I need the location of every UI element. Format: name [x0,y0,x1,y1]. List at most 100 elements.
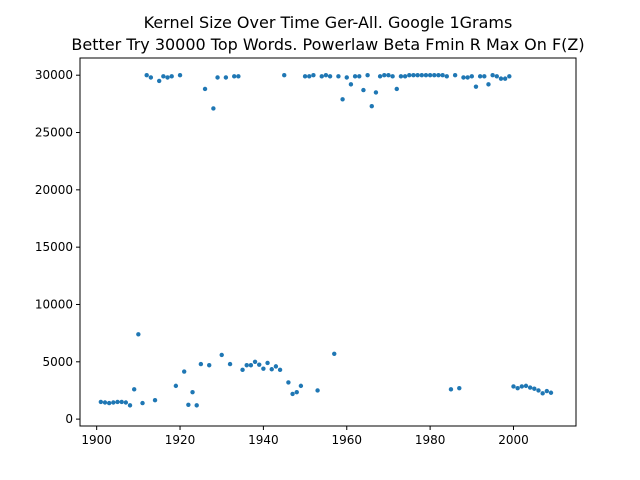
data-point [227,361,233,367]
data-point [373,90,379,95]
data-point [215,75,220,80]
x-tick-label: 1900 [81,433,112,447]
data-point [211,106,216,111]
data-point [490,72,495,78]
data-point [386,72,391,78]
data-point [398,74,404,79]
data-point [361,87,366,93]
data-point [290,391,295,397]
data-point [457,385,462,391]
data-point [136,332,141,337]
data-points [98,72,554,408]
data-point [465,75,470,80]
data-point [302,74,308,79]
data-point [448,387,454,392]
data-point [182,369,187,374]
data-point [344,75,349,80]
data-point [407,72,412,78]
data-point [156,78,162,84]
data-point [202,86,208,92]
data-point [152,398,158,403]
data-point [357,74,362,79]
data-point [190,389,195,395]
data-point [423,72,429,78]
data-point [173,383,179,389]
y-tick-label: 25000 [35,126,73,140]
data-point [140,400,145,406]
data-point [444,74,449,79]
data-point [111,400,116,405]
data-point [236,74,241,79]
data-point [244,363,249,368]
data-point [507,74,512,79]
data-point [315,388,320,393]
data-point [119,399,124,405]
data-point [327,74,333,79]
data-point [98,399,104,405]
data-point [273,364,279,369]
data-point [332,351,337,356]
data-point [519,384,525,389]
y-tick-label: 0 [65,412,73,426]
data-point [436,72,441,78]
data-point [515,385,520,391]
data-point [169,74,174,79]
data-point [536,388,541,393]
plot-frame [79,57,577,427]
data-point [365,72,370,78]
x-tick-label: 1940 [248,433,279,447]
data-point [427,72,433,78]
data-point [511,384,516,389]
y-tick-label: 5000 [42,355,73,369]
data-point [473,84,479,89]
data-point [432,72,437,78]
x-tick-label: 1980 [415,433,446,447]
data-point [469,74,474,79]
data-point [248,363,254,368]
data-point [294,389,299,395]
data-point [223,75,229,80]
data-point [348,82,354,87]
data-point [106,400,112,406]
data-point [311,72,316,78]
data-point [240,367,245,373]
data-point [523,383,529,389]
data-point [323,72,329,78]
data-point [269,367,274,372]
data-point [394,86,399,92]
data-point [336,74,341,79]
data-point [402,74,408,79]
x-tick-label: 1960 [331,433,362,447]
x-tick-label: 1920 [165,433,196,447]
data-point [144,72,149,78]
data-point [548,390,554,395]
data-point [186,402,191,407]
data-point [419,72,424,78]
y-tick-label: 15000 [35,240,73,254]
data-point [123,400,129,405]
data-point [382,72,387,78]
data-point [282,72,287,78]
y-axis: 0 5000 10000 15000 20000 25000 30000 [35,68,80,426]
data-point [261,366,266,371]
data-point [544,388,550,394]
data-point [411,72,416,78]
data-point [502,76,508,81]
data-point [486,82,491,87]
data-point [102,400,108,405]
data-point [115,399,120,405]
y-tick-label: 30000 [35,68,73,82]
data-point [161,74,166,79]
data-point [127,403,133,408]
data-point [207,363,212,368]
data-point [131,387,137,392]
data-point [298,383,304,389]
x-axis: 1900 1920 1940 1960 1980 2000 [81,426,529,447]
data-point [527,385,533,390]
data-point [532,386,537,391]
data-point [165,75,170,80]
data-point [219,352,224,358]
data-point [377,74,383,79]
data-point [461,75,466,80]
